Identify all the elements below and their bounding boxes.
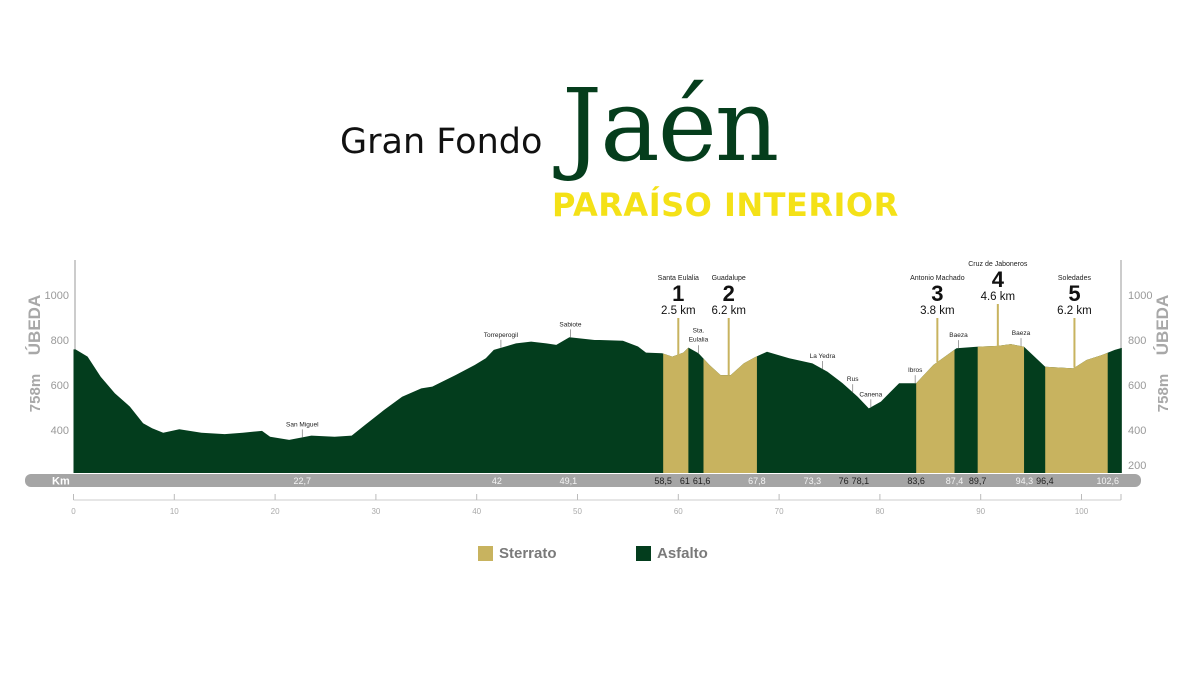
logo-tagline: PARAÍSO INTERIOR: [552, 186, 899, 224]
sector-number: 1: [672, 281, 684, 306]
y-tick-label-right: 400: [1128, 425, 1146, 437]
km-marker-label: 58,5: [654, 476, 672, 486]
km-marker-label: 78,1: [852, 476, 870, 486]
legend-label: Sterrato: [499, 545, 557, 562]
sector-name: Guadalupe: [712, 275, 746, 282]
sector-name: Antonio Machado: [910, 275, 965, 282]
place-label: San Miguel: [286, 421, 319, 428]
sector-name: Cruz de Jaboneros: [968, 261, 1028, 268]
sector-length: 6.2 km: [711, 305, 746, 317]
km-marker-label: 67,8: [748, 476, 766, 486]
sector-length: 3.8 km: [920, 305, 955, 317]
logo-prefix: Gran Fondo: [340, 122, 543, 162]
x-tick-label: 80: [875, 507, 884, 516]
y-tick-label-right: 800: [1128, 335, 1146, 347]
legend-asfalto: Asfalto: [636, 545, 708, 562]
place-label: Baeza: [1012, 330, 1031, 337]
km-marker-label: 61,6: [693, 476, 711, 486]
x-tick-label: 20: [271, 507, 280, 516]
legend-sterrato: Sterrato: [478, 545, 557, 562]
km-marker-label: 61: [680, 476, 690, 486]
km-bar: [25, 474, 1141, 487]
x-tick-label: 30: [371, 507, 380, 516]
x-tick-label: 60: [674, 507, 683, 516]
logo-name: Jaén: [562, 67, 779, 184]
place-label: Ibros: [908, 367, 923, 374]
km-marker-label: 89,7: [969, 476, 987, 486]
y-tick-label-left: 400: [51, 425, 69, 437]
place-label: La Yedra: [810, 353, 836, 360]
sector-length: 6.2 km: [1057, 305, 1092, 317]
y-tick-label-right: 1000: [1128, 290, 1152, 302]
place-label: Rus: [847, 376, 859, 383]
y-tick-label-right: 600: [1128, 380, 1146, 392]
axis-altitude-label: 758m: [1155, 374, 1172, 412]
km-marker-label: 76: [839, 476, 849, 486]
axis-place-label: ÚBEDA: [1153, 295, 1172, 355]
km-marker-label: 94,3: [1016, 476, 1034, 486]
place-label: Canena: [859, 391, 882, 398]
sector-number: 2: [723, 281, 735, 306]
km-marker-label: 42: [492, 476, 502, 486]
x-tick-label: 100: [1075, 507, 1089, 516]
place-label: Baeza: [949, 332, 968, 339]
km-marker-label: 87,4: [946, 476, 964, 486]
event-logo: Gran Fondo Jaén PARAÍSO INTERIOR: [0, 0, 1200, 240]
sector-number: 4: [992, 267, 1005, 292]
x-tick-label: 0: [71, 507, 76, 516]
y-tick-label-left: 1000: [45, 290, 69, 302]
sector-number: 3: [931, 281, 943, 306]
place-label: Sabiote: [559, 321, 581, 328]
km-marker-label: 49,1: [560, 476, 578, 486]
x-tick-label: 40: [472, 507, 481, 516]
sector-number: 5: [1068, 281, 1080, 306]
sterrato-segment: [663, 337, 689, 473]
place-label: Sta.: [693, 327, 705, 334]
sector-name: Santa Eulalia: [658, 275, 699, 282]
sector-length: 4.6 km: [981, 291, 1016, 303]
km-bar-label: Km: [52, 476, 70, 488]
x-tick-label: 10: [170, 507, 179, 516]
x-tick-label: 90: [976, 507, 985, 516]
y-tick-label-left: 600: [51, 380, 69, 392]
x-tick-label: 70: [775, 507, 784, 516]
km-marker-label: 22,7: [294, 476, 312, 486]
km-marker-label: 102,6: [1096, 476, 1119, 486]
profile-area-asfalto: [73, 337, 1122, 473]
place-label: Eulalia: [689, 336, 709, 343]
legend-swatch-sterrato: [478, 546, 493, 561]
place-label: Torreperogil: [484, 332, 519, 339]
y-tick-label-left: 800: [51, 335, 69, 347]
legend-swatch-asfalto: [636, 546, 651, 561]
sector-length: 2.5 km: [661, 305, 696, 317]
sterrato-segment: [977, 337, 1025, 473]
axis-place-label: ÚBEDA: [25, 295, 44, 355]
sector-name: Soledades: [1058, 275, 1092, 282]
legend-label: Asfalto: [657, 545, 708, 562]
km-marker-label: 83,6: [907, 476, 925, 486]
km-marker-label: 73,3: [804, 476, 822, 486]
axis-altitude-label: 758m: [27, 374, 44, 412]
km-marker-label: 96,4: [1036, 476, 1054, 486]
y-tick-label-right: 200: [1128, 460, 1146, 472]
x-tick-label: 50: [573, 507, 582, 516]
